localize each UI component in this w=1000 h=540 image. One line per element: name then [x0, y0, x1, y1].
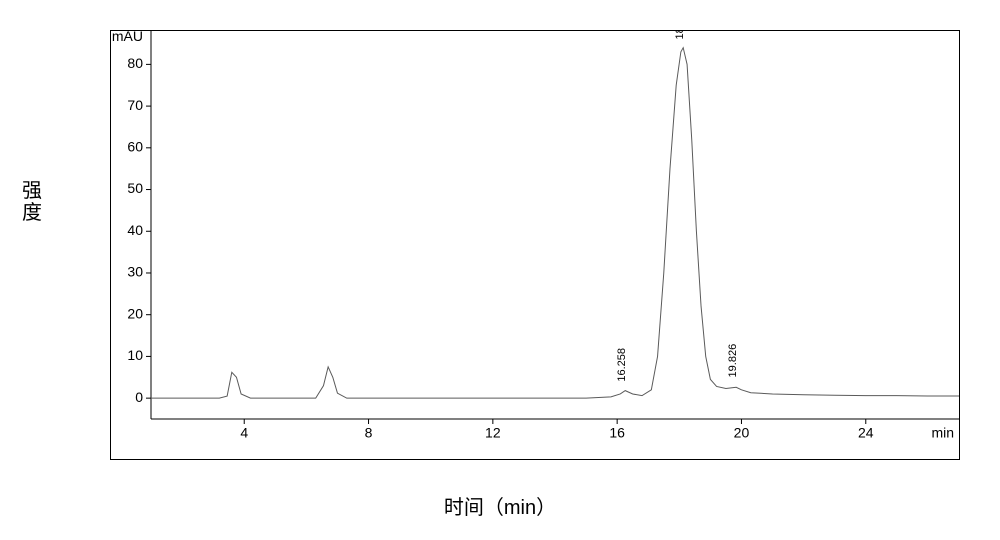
- x-tick-label: 16: [609, 424, 625, 440]
- y-tick-label: 20: [127, 305, 143, 321]
- x-tick-label: 12: [485, 424, 501, 440]
- y-tick-label: 50: [127, 180, 143, 196]
- peak-label: 16.258: [616, 348, 628, 382]
- y-tick-label: 40: [127, 222, 143, 238]
- y-tick-label: 70: [127, 97, 143, 113]
- x-tick-label: 24: [858, 424, 874, 440]
- chart-frame: 0 10 20 30 40 50 60 70 80 4 8 12 16 20 24 mAU min 16.258 1…: [110, 30, 960, 460]
- x-tick-label: 8: [365, 424, 373, 440]
- y-tick-label: 30: [127, 264, 143, 280]
- x-tick-label: 20: [734, 424, 750, 440]
- y-tick-label: 80: [127, 55, 143, 71]
- x-unit-label: min: [931, 424, 954, 440]
- peak-label: 19.826: [727, 344, 739, 378]
- x-tick-label: 4: [240, 424, 248, 440]
- y-unit-label: mAU: [112, 31, 143, 44]
- chromatogram-trace: [151, 48, 959, 398]
- peak-label: 18.125: [674, 31, 686, 40]
- y-tick-label: 0: [135, 389, 143, 405]
- y-axis-title: 强度: [20, 180, 44, 224]
- chart-container: 强度 时间（min） 0 10 20 30 40 50 60 70 80 4 8 12 16 20 24 mA…: [0, 0, 1000, 540]
- y-tick-label: 10: [127, 347, 143, 363]
- y-tick-label: 60: [127, 139, 143, 155]
- x-axis-title: 时间（min）: [444, 491, 556, 520]
- chart-svg: 0 10 20 30 40 50 60 70 80 4 8 12 16 20 24 mAU min 16.258 1…: [111, 31, 959, 459]
